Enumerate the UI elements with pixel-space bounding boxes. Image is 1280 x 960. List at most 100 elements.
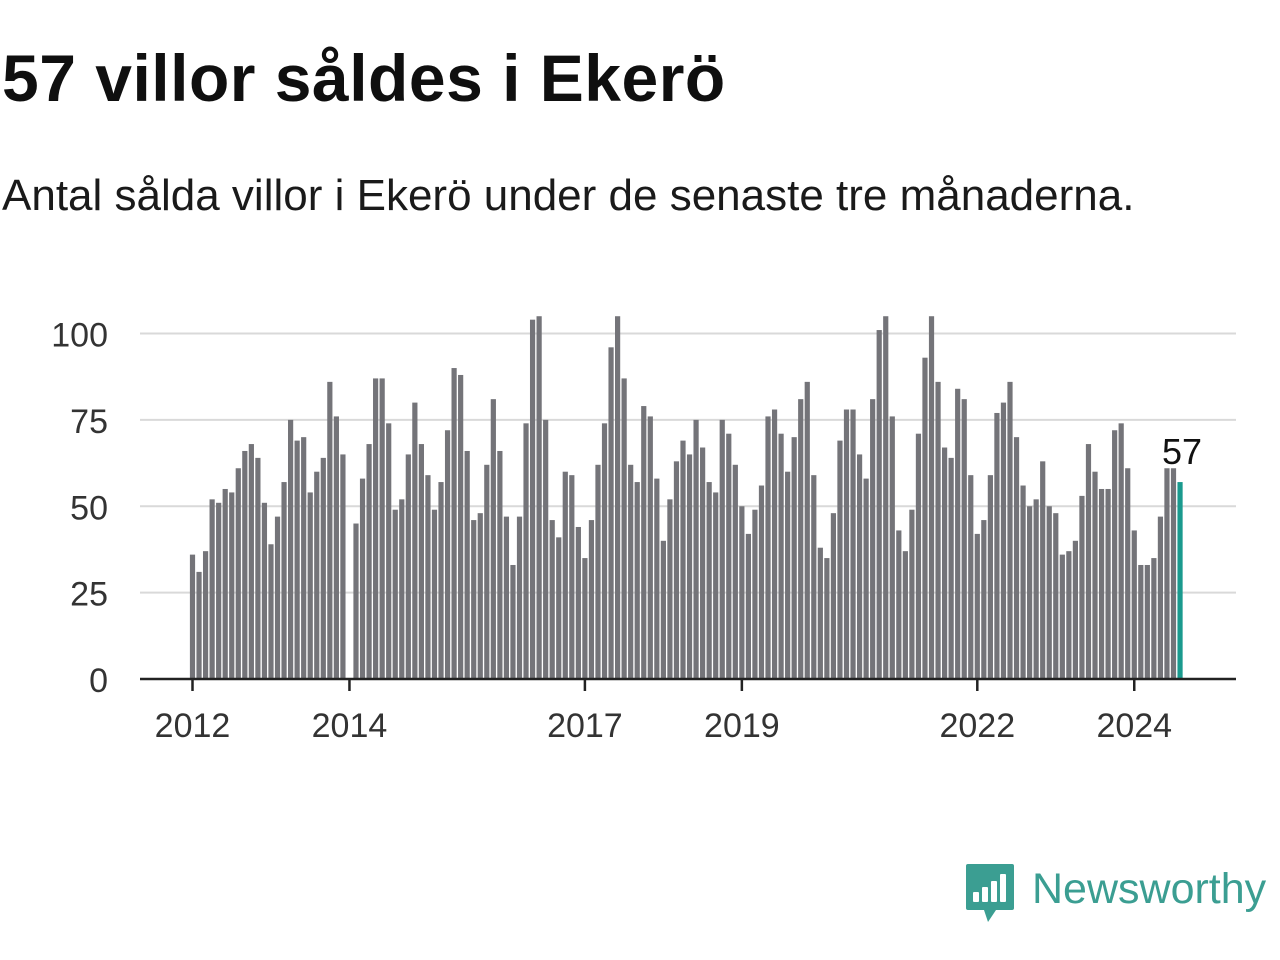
bar — [739, 506, 745, 679]
bar — [968, 475, 974, 679]
bar — [745, 533, 751, 679]
bar — [595, 464, 601, 679]
bar — [216, 502, 222, 679]
bar — [686, 454, 693, 679]
bar — [366, 444, 372, 679]
bar — [889, 416, 895, 679]
brand-name: Newsworthy — [1032, 865, 1267, 913]
bar — [1085, 444, 1092, 679]
bar — [405, 454, 411, 679]
bar — [974, 533, 980, 679]
bar — [307, 492, 313, 679]
bar — [556, 537, 562, 679]
bar — [673, 461, 680, 679]
bar — [261, 502, 268, 679]
bar — [693, 419, 699, 679]
bar — [850, 409, 856, 679]
bar — [1098, 488, 1105, 679]
bar — [1066, 551, 1072, 679]
bar — [922, 357, 928, 679]
bar — [987, 475, 993, 679]
bar — [248, 444, 254, 679]
x-axis-tick-labels: 2012 2014 2017 2019 2022 2024 — [155, 707, 1172, 745]
bars — [189, 316, 1183, 679]
bar — [327, 381, 333, 679]
bar — [1079, 495, 1085, 679]
bar — [660, 540, 666, 679]
bar — [425, 475, 431, 679]
bar — [588, 520, 595, 679]
bar — [700, 447, 706, 679]
bar — [706, 482, 712, 679]
bar — [1138, 564, 1144, 679]
x-axis — [140, 677, 1236, 691]
bar — [791, 437, 797, 679]
value-annotation: 57 — [1162, 431, 1202, 472]
bar — [1053, 513, 1059, 679]
bar — [575, 526, 581, 679]
bar — [1059, 554, 1065, 679]
bar — [732, 464, 738, 679]
bar — [752, 509, 758, 679]
bar — [340, 454, 346, 679]
chart-subtitle: Antal sålda villor i Ekerö under de sena… — [2, 171, 1135, 220]
bar — [464, 450, 470, 679]
bar — [471, 520, 477, 679]
bar — [235, 468, 241, 679]
bar — [516, 516, 523, 679]
bar — [863, 478, 869, 679]
bar — [654, 478, 660, 679]
bar — [477, 513, 483, 679]
bar — [255, 457, 261, 679]
x-tick-label: 2022 — [939, 707, 1015, 745]
annotations: 57 — [1162, 431, 1202, 472]
y-axis-tick-labels: 0 25 50 75 100 — [51, 317, 108, 701]
bar — [1040, 461, 1046, 679]
bar — [961, 399, 967, 679]
bar — [386, 423, 392, 679]
bar — [294, 440, 300, 679]
bar — [758, 485, 765, 679]
bar — [229, 492, 235, 679]
bar — [948, 457, 954, 679]
bar — [798, 399, 804, 679]
bar — [373, 378, 379, 679]
bar — [1170, 468, 1177, 679]
bar — [281, 482, 287, 679]
bar — [955, 388, 961, 679]
y-tick-label: 25 — [70, 576, 108, 614]
y-tick-label: 100 — [51, 317, 108, 355]
bar — [1131, 530, 1137, 679]
bar — [1105, 488, 1111, 679]
bar — [399, 499, 405, 679]
bar — [418, 444, 424, 679]
bar — [634, 482, 640, 679]
bar — [804, 381, 810, 679]
bar — [837, 440, 843, 679]
bar — [902, 551, 908, 679]
bar — [778, 433, 784, 679]
bar — [288, 419, 294, 679]
chart-title: 57 villor såldes i Ekerö — [2, 41, 726, 115]
bar — [601, 423, 608, 679]
bar — [549, 520, 555, 679]
bar — [412, 402, 418, 679]
bar — [1033, 499, 1039, 679]
bar — [935, 381, 941, 679]
bar — [719, 419, 725, 679]
bar — [765, 416, 771, 679]
bar — [856, 454, 863, 679]
bar — [497, 450, 503, 679]
bar — [523, 423, 529, 679]
bar — [713, 492, 719, 679]
bar — [562, 471, 568, 679]
x-tick-label: 2017 — [547, 707, 623, 745]
bar — [359, 478, 366, 679]
bar — [444, 430, 451, 679]
bar — [189, 554, 196, 679]
y-tick-label: 75 — [70, 403, 108, 441]
bar — [1144, 564, 1150, 679]
bar — [628, 464, 634, 679]
bar — [242, 450, 248, 679]
